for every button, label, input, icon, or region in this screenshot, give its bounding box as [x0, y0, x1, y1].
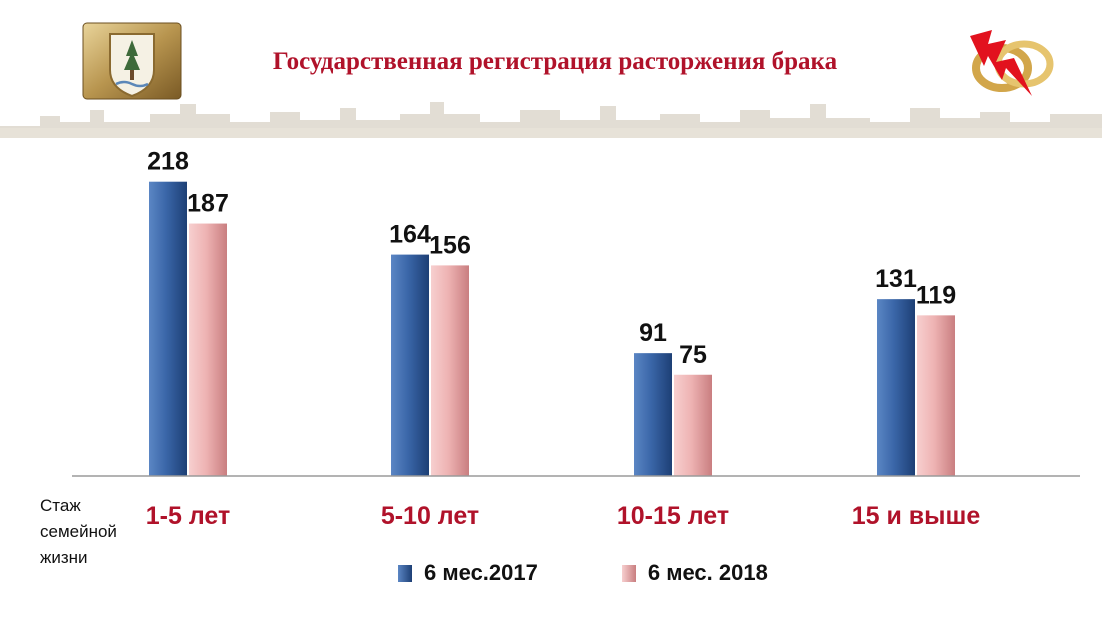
- legend-label: 6 мес.2017: [424, 560, 538, 585]
- bar-2017-4: [877, 299, 915, 476]
- value-label: 187: [187, 190, 229, 218]
- bar-2018-3: [674, 374, 712, 476]
- value-label: 164: [389, 221, 431, 249]
- bar-2017-1: [149, 181, 187, 476]
- category-label: 1-5 лет: [145, 502, 231, 530]
- page-title: Государственная регистрация расторжения …: [272, 48, 838, 75]
- value-label: 75: [679, 341, 707, 369]
- bar-2018-1: [189, 223, 227, 476]
- city-skyline-decoration: [0, 102, 1102, 138]
- bar-2017-2: [391, 254, 429, 476]
- broken-rings-icon: [970, 30, 1054, 96]
- value-label: 119: [916, 281, 956, 309]
- value-label: 131: [875, 265, 917, 293]
- chart-legend: 6 мес.2017 6 мес. 2018: [398, 558, 852, 588]
- bar-2018-4: [917, 315, 955, 476]
- legend-label: 6 мес. 2018: [647, 560, 768, 585]
- legend-swatch: [398, 564, 412, 582]
- legend-swatch: [621, 564, 636, 582]
- x-axis-label: Стаж семейной жизни: [40, 496, 117, 567]
- coat-of-arms-icon: [82, 22, 182, 100]
- value-label: 91: [639, 319, 667, 347]
- bar-2018-2: [431, 265, 469, 476]
- bar-2017-3: [634, 353, 672, 476]
- legend-item-2017: 6 мес.2017: [398, 560, 538, 586]
- value-label: 218: [147, 148, 189, 176]
- legend-item-2018: 6 мес. 2018: [621, 560, 768, 586]
- category-label: 5-10 лет: [380, 502, 480, 530]
- category-label: 15 и выше: [851, 502, 981, 530]
- category-label: 10-15 лет: [616, 502, 730, 530]
- value-label: 156: [429, 231, 471, 259]
